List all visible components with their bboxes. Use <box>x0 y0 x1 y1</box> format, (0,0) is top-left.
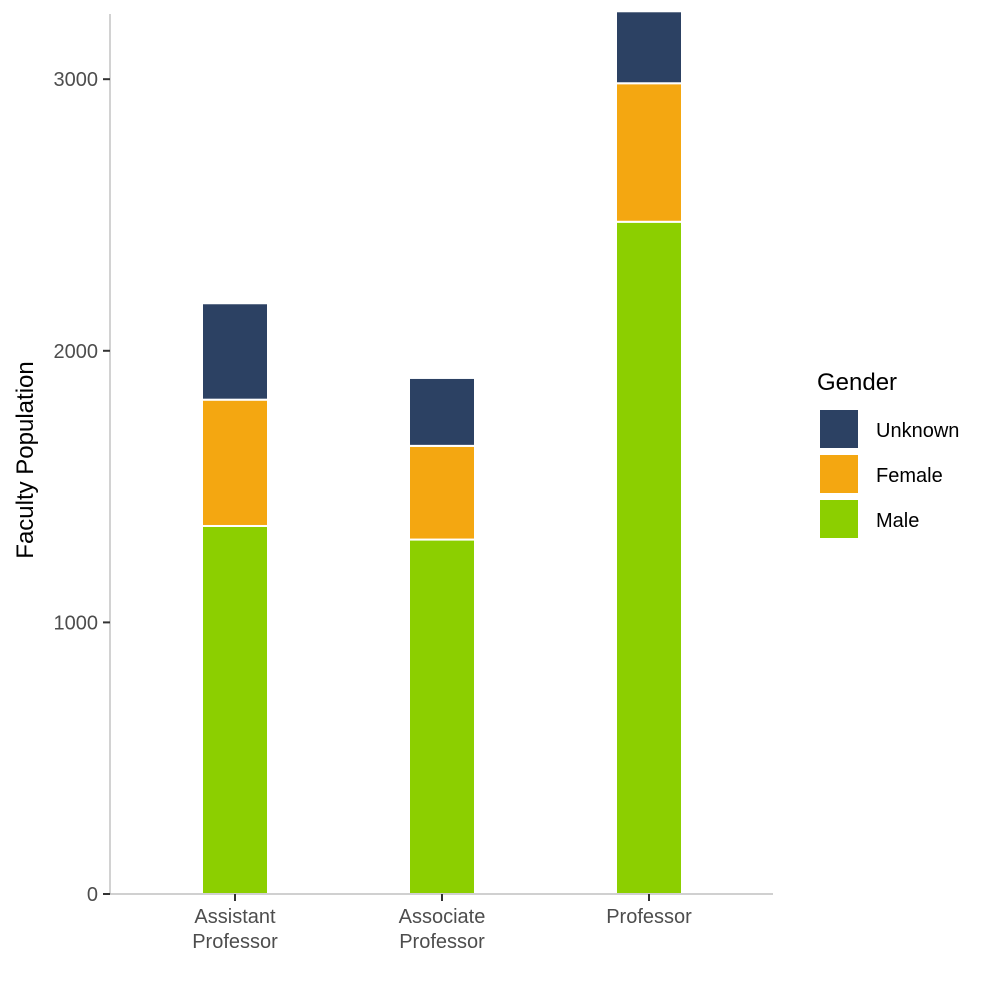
legend-label-unknown: Unknown <box>876 420 959 442</box>
bar-segment-female <box>615 82 683 223</box>
y-tick-label: 1000 <box>54 612 99 634</box>
x-tick-label-line: Associate <box>399 906 486 928</box>
bar-segment-unknown <box>615 10 683 85</box>
bar-segment-female <box>201 398 269 527</box>
bars-group <box>201 10 683 895</box>
legend-key-female <box>820 455 858 493</box>
x-tick-label: Professor <box>606 906 692 928</box>
y-tick-label: 3000 <box>54 69 99 91</box>
bar-segment-male <box>615 220 683 895</box>
y-tick-label: 0 <box>87 884 98 906</box>
legend-key-male <box>820 500 858 538</box>
bar-segment-male <box>408 538 476 895</box>
legend-label-male: Male <box>876 510 919 532</box>
legend-label-female: Female <box>876 465 943 487</box>
x-tick-label: Associate Professor <box>399 906 486 953</box>
legend: Gender Unknown Female Male <box>817 369 959 538</box>
bar-segment-unknown <box>408 376 476 447</box>
x-tick-label: Assistant Professor <box>192 906 278 953</box>
bar-segment-male <box>201 524 269 895</box>
legend-key-unknown <box>820 410 858 448</box>
bar-segment-female <box>408 444 476 541</box>
x-tick-label-line: Professor <box>606 906 692 928</box>
x-tick-label-line: Professor <box>192 931 278 953</box>
bar-segment-unknown <box>201 302 269 401</box>
x-tick-label-line: Assistant <box>194 906 276 928</box>
legend-title: Gender <box>817 369 897 396</box>
x-tick-label-line: Professor <box>399 931 485 953</box>
y-axis-title: Faculty Population <box>12 361 39 558</box>
y-tick-label: 2000 <box>54 341 99 363</box>
